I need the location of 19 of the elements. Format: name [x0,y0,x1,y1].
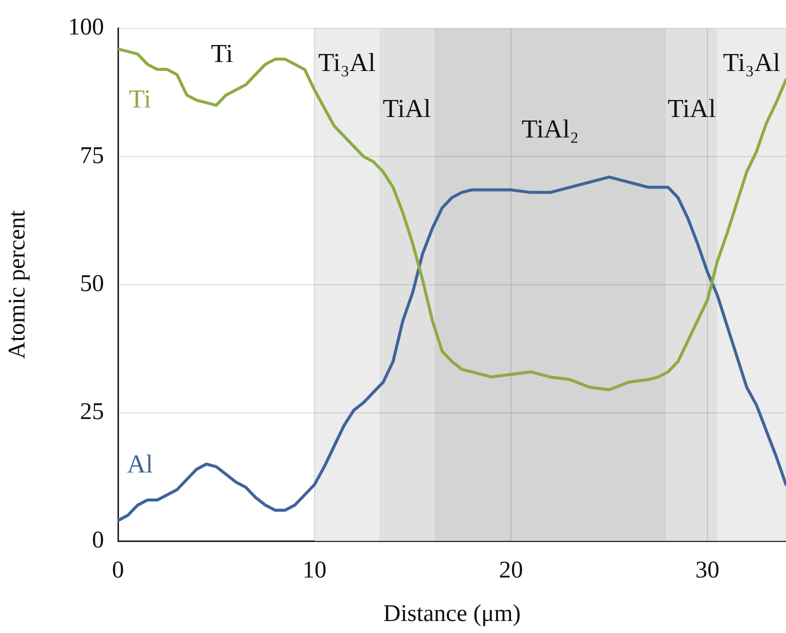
x-tick-label: 30 [695,558,720,584]
x-tick-label: 10 [302,558,326,584]
band-label: TiAl [382,94,431,124]
y-axis-title: Atomic percent [4,210,31,360]
y-tick-label: 25 [80,399,104,426]
annotation: Ti [210,39,234,68]
y-tick-label: 75 [80,142,104,169]
y-tick-label: 50 [80,270,104,297]
series-label: Ti [128,84,152,114]
band-label: Ti₃Al [318,48,376,78]
y-tick-label: 100 [68,14,104,41]
band-label: TiAl₂ [522,114,579,144]
band-label: Ti₃Al [722,48,780,78]
series-label: Al [127,449,153,478]
y-tick-label: 0 [92,527,104,554]
x-tick-label: 20 [498,558,523,584]
band-label: TiAl [668,94,716,124]
x-tick-label: 0 [112,558,124,584]
x-axis-title: Distance (μm) [383,600,521,627]
